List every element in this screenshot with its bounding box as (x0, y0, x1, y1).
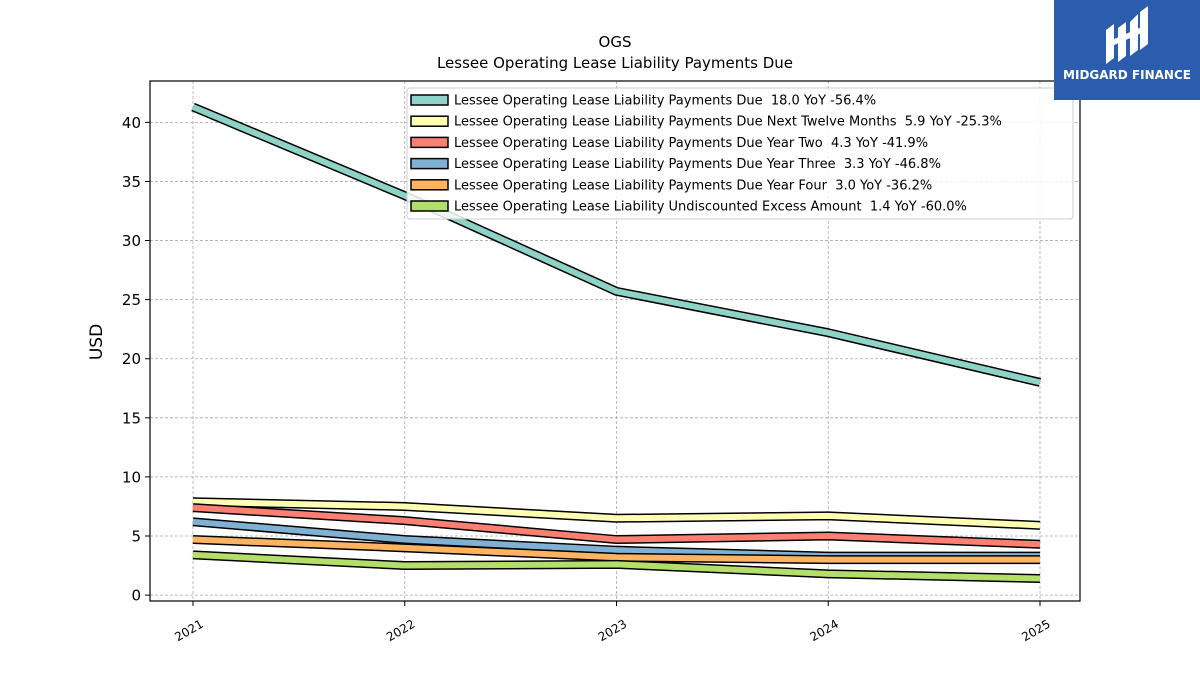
brand-logo: MIDGARD FINANCE (1054, 0, 1200, 100)
legend-swatch (410, 179, 449, 191)
legend-swatch (410, 157, 449, 170)
legend-entry-label: Lessee Operating Lease Liability Payment… (454, 94, 876, 109)
series-line (191, 104, 1041, 386)
series-line (192, 504, 1041, 548)
legend-entry-label: Lessee Operating Lease Liability Undisco… (454, 200, 967, 215)
y-tick-label: 15 (122, 409, 141, 427)
chart-subtitle: Lessee Operating Lease Liability Payment… (437, 54, 793, 72)
legend-entry-label: Lessee Operating Lease Liability Payment… (454, 136, 928, 151)
series-lines (191, 102, 1042, 584)
x-tick-label: 2024 (808, 617, 841, 644)
y-tick-label: 40 (122, 114, 141, 132)
x-tick-label: 2025 (1019, 617, 1052, 644)
series-line (192, 536, 1040, 563)
series-line (192, 498, 1041, 529)
plot-frame (149, 80, 1081, 602)
chart-title: OGS (599, 33, 632, 51)
x-tick-label: 2021 (172, 617, 205, 644)
x-tick-label: 2022 (384, 617, 417, 644)
y-tick-label: 35 (122, 173, 141, 191)
y-tick-label: 30 (122, 232, 141, 250)
legend-swatch (410, 136, 449, 149)
y-tick-label: 20 (122, 350, 141, 368)
brand-name: MIDGARD FINANCE (1063, 68, 1191, 82)
legend-entry-label: Lessee Operating Lease Liability Payment… (454, 115, 1002, 130)
y-tick-label: 25 (122, 291, 141, 309)
legend-swatch (410, 200, 449, 212)
y-tick-label: 0 (131, 587, 141, 605)
y-axis-label: USD (87, 324, 107, 360)
y-tick-label: 10 (122, 468, 141, 486)
legend-swatch (410, 115, 449, 127)
legend-box (406, 87, 1074, 220)
legend: Lessee Operating Lease Liability Payment… (406, 87, 1074, 220)
x-tick-label: 2023 (596, 617, 629, 644)
legend-swatch (410, 94, 449, 106)
y-tick-label: 5 (131, 528, 141, 546)
series-line (192, 551, 1041, 582)
legend-entry-label: Lessee Operating Lease Liability Payment… (454, 178, 932, 193)
midgard-logo-icon (1106, 6, 1148, 64)
legend-entry-label: Lessee Operating Lease Liability Payment… (454, 157, 941, 172)
